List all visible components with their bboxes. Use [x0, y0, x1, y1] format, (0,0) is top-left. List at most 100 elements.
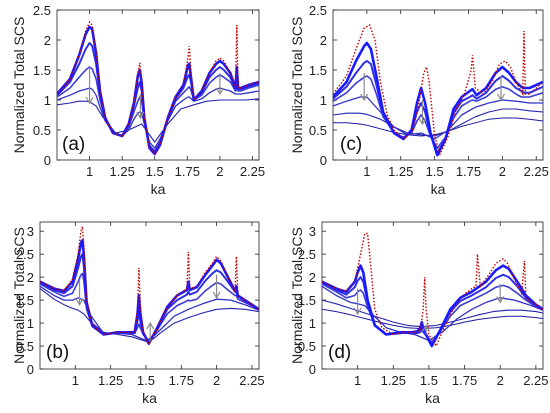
- series-line-6: [333, 117, 543, 137]
- x-tick-label: 1.75: [452, 373, 477, 388]
- y-axis-label: Normalized Total SCS: [289, 227, 305, 364]
- x-tick-label: 1.5: [146, 164, 164, 179]
- panel-c: 1 1.25 1.5 1.75 2 2.25 0 0.5 1 1.5 2 2.5 ka Normalize…: [289, 3, 549, 197]
- plot-frame: [39, 221, 260, 370]
- y-tick-label: 0: [44, 153, 51, 168]
- trend-arrow-head: [75, 298, 84, 306]
- reference-dotted-line: [57, 20, 259, 156]
- reference-dotted-line: [322, 232, 543, 348]
- x-tick-label: 1.25: [388, 164, 413, 179]
- plot-area: [322, 232, 543, 348]
- x-tick-label: 1.75: [175, 164, 200, 179]
- trend-arrow-head: [136, 111, 145, 120]
- y-tick-label: 2: [27, 270, 34, 285]
- x-tick-label: 1: [354, 373, 361, 388]
- y-tick-label: 0: [320, 153, 327, 168]
- y-tick-label: 2.5: [309, 3, 327, 18]
- x-tick-label: 1.75: [169, 373, 194, 388]
- series-line-6: [322, 308, 543, 330]
- series-line-5: [333, 108, 543, 137]
- y-tick-label: 1.5: [16, 293, 34, 308]
- x-tick-label: 1.25: [110, 164, 135, 179]
- y-tick-label: 1: [27, 316, 34, 331]
- y-axis-label: Normalized Total SCS: [289, 17, 305, 154]
- x-tick-label: 2.25: [523, 373, 548, 388]
- trend-arrow-head: [496, 93, 506, 102]
- x-tick-label: 1.5: [420, 373, 438, 388]
- plot-area: [57, 20, 259, 156]
- y-tick-label: 2.5: [33, 3, 51, 18]
- y-tick-label: 1.5: [298, 293, 316, 308]
- panel-d: 1 1.25 1.5 1.75 2 2.25 0 0.5 1 1.5 2 2.5 3 ka Normaliz…: [289, 221, 549, 406]
- plot-frame: [332, 9, 544, 161]
- x-tick-label: 2.25: [240, 164, 265, 179]
- series-line-5: [57, 98, 259, 143]
- y-axis-label: Normalized Total SCS: [11, 227, 27, 364]
- reference-dotted-line: [333, 23, 543, 156]
- y-tick-label: 2.5: [298, 247, 316, 262]
- y-tick-label: 1: [44, 93, 51, 108]
- trend-arrow-head: [360, 93, 369, 102]
- y-tick-label: 1.5: [33, 63, 51, 78]
- panel-a: 1 1.25 1.5 1.75 2 2.25 0 0.5 1 1.5 2 2.5 ka Normalize…: [11, 3, 265, 197]
- plot-area: [333, 23, 543, 157]
- x-tick-label: 1.5: [426, 164, 444, 179]
- y-axis-label: Normalized Total SCS: [11, 17, 27, 154]
- x-tick-label: 2.25: [524, 164, 549, 179]
- trend-arrow-head: [85, 96, 94, 105]
- x-tick-label: 1: [72, 373, 79, 388]
- panel-label: (a): [62, 134, 85, 155]
- panel-label: (c): [340, 134, 362, 155]
- panel-b: 1 1.25 1.5 1.75 2 2.25 0 0.5 1 1.5 2 2.5 3 ka Normaliz…: [11, 221, 265, 406]
- y-tick-label: 0.5: [309, 123, 327, 138]
- x-tick-label: 2: [499, 164, 506, 179]
- y-tick-label: 2: [320, 33, 327, 48]
- x-tick-label: 2: [216, 164, 223, 179]
- y-tick-label: 0.5: [33, 123, 51, 138]
- x-axis-label: ka: [151, 181, 166, 197]
- y-tick-label: 3: [27, 224, 34, 239]
- plot-frame: [321, 221, 544, 370]
- x-tick-label: 1.5: [137, 373, 155, 388]
- panel-label: (d): [328, 342, 351, 363]
- y-tick-label: 2: [44, 33, 51, 48]
- x-tick-label: 1.25: [98, 373, 123, 388]
- trend-arrow-head: [146, 321, 155, 330]
- y-tick-label: 0.5: [16, 339, 34, 354]
- y-tick-label: 1: [309, 316, 316, 331]
- y-tick-label: 1.5: [309, 63, 327, 78]
- series-line-5: [322, 299, 543, 328]
- trend-arrow-head: [496, 296, 505, 304]
- reference-dotted-line: [40, 226, 259, 346]
- series-line-1: [322, 264, 543, 348]
- x-tick-label: 2: [213, 373, 220, 388]
- x-tick-label: 2: [497, 373, 504, 388]
- plot-area: [40, 226, 259, 346]
- x-axis-label: ka: [425, 390, 440, 406]
- x-axis-label: ka: [142, 390, 157, 406]
- x-tick-label: 1: [86, 164, 93, 179]
- trend-arrow-head: [422, 324, 431, 332]
- x-tick-label: 2.25: [239, 373, 264, 388]
- series-line-1: [40, 239, 259, 345]
- series-line-5: [40, 288, 259, 342]
- y-tick-label: 0.5: [298, 339, 316, 354]
- y-tick-label: 0: [309, 362, 316, 377]
- x-tick-label: 1: [363, 164, 370, 179]
- trend-arrow-head: [215, 87, 224, 96]
- trend-arrow-head: [353, 307, 362, 316]
- y-tick-label: 1: [320, 93, 327, 108]
- series-line-2: [40, 253, 259, 344]
- trend-arrow-head: [418, 117, 427, 126]
- x-tick-label: 1.25: [381, 373, 406, 388]
- x-axis-label: ka: [431, 181, 446, 197]
- x-tick-label: 1.75: [456, 164, 481, 179]
- series-line-3: [333, 75, 543, 149]
- series-line-4: [57, 87, 259, 149]
- y-tick-label: 2: [309, 270, 316, 285]
- y-tick-label: 0: [27, 362, 34, 377]
- series-line-3: [322, 283, 543, 344]
- y-tick-label: 2.5: [16, 247, 34, 262]
- y-tick-label: 3: [309, 224, 316, 239]
